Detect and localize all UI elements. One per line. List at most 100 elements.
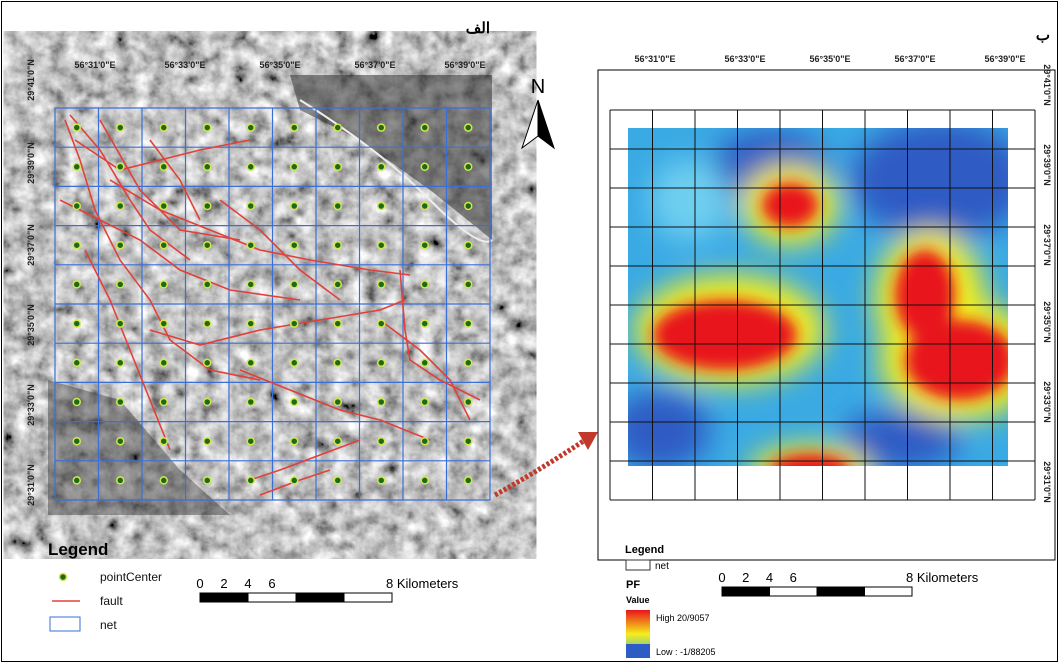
legend-item: net [100,618,117,632]
panel-label: ب [1036,27,1050,44]
scale-label: 6 [268,576,275,591]
north-label: N [531,76,545,98]
legend-symbol [625,559,651,571]
point-center [159,476,168,485]
point-center [246,280,255,289]
point-center [420,240,429,250]
point-center [377,436,386,446]
point-center [116,476,125,485]
point-center [116,358,125,368]
latitude-label: 29°39'0"N [26,142,36,184]
point-center [246,436,255,446]
latitude-label: 29°41'0"N [26,59,36,101]
point-center [464,240,473,250]
legend-title: Legend [625,544,664,556]
dark-terrain [48,380,230,515]
longitude-label: 56°33'0"E [164,60,205,70]
scale-label: 4 [244,576,251,591]
point-center [464,436,473,446]
scale-label: 0 [196,576,203,591]
point-center [290,476,299,485]
point-center [377,123,386,132]
point-center [203,280,212,289]
longitude-label: 56°39'0"E [984,54,1025,64]
latitude-label: 29°33'0"N [1042,381,1052,423]
point-center [116,201,125,211]
latitude-label: 29°39'0"N [1042,144,1052,186]
point-center [116,240,125,250]
point-center [159,319,168,328]
scale-label: 2 [220,576,227,591]
point-center [246,240,255,250]
point-center [203,201,212,211]
point-center [203,358,212,368]
point-center [72,358,81,368]
latitude-label: 29°31'0"N [26,464,36,506]
point-center [333,476,342,485]
scale-segment [816,586,865,597]
point-center [420,123,429,132]
point-center [333,358,342,368]
latitude-label: 29°33'0"N [26,384,36,426]
legend-item: net [655,561,669,572]
point-center [203,397,212,407]
point-center [420,162,429,172]
scale-label: 0 [718,570,725,585]
point-center [72,280,81,289]
longitude-label: 56°31'0"E [74,60,115,70]
point-center [246,476,255,485]
point-center [72,319,81,328]
point-center [246,319,255,328]
point-center [290,123,299,132]
point-center [420,436,429,446]
point-center [420,319,429,328]
point-center [72,436,81,446]
panel-label: الف [466,20,490,37]
point-center [333,240,342,250]
scale-segment [343,592,393,603]
point-center [377,240,386,250]
point-center [420,201,429,211]
legend-title: Legend [48,540,108,559]
point-center [333,319,342,328]
scale-segment [769,586,818,597]
point-center [203,240,212,250]
point-center [290,436,299,446]
point-center [464,397,473,407]
point-center [116,319,125,328]
latitude-label: 29°35'0"N [1042,301,1052,343]
point-center [72,201,81,211]
point-center [377,162,386,172]
point-center [203,123,212,132]
point-center [420,397,429,407]
legend-subtitle: Value [626,595,650,605]
point-center [377,476,386,485]
point-center [290,280,299,289]
point-center [203,436,212,446]
scale-unit: 8 Kilometers [906,570,979,585]
point-center [203,476,212,485]
point-center [72,123,81,132]
point-center [464,358,473,368]
point-center [377,319,386,328]
longitude-label: 56°35'0"E [809,54,850,64]
legend-symbol [58,572,68,582]
point-center [420,358,429,368]
legend-symbol [49,616,81,632]
north-arrow: N [521,76,555,150]
scale-segment [247,592,297,603]
scale-segment [864,586,913,597]
dark-terrain [290,75,492,240]
longitude-label: 56°33'0"E [724,54,765,64]
longitude-label: 56°37'0"E [894,54,935,64]
point-center [159,240,168,250]
scale-unit: 8 Kilometers [386,576,459,591]
point-center [290,358,299,368]
point-center [333,397,342,407]
point-center [290,319,299,328]
point-center [246,201,255,211]
point-center [377,358,386,368]
scale-label: 6 [790,570,797,585]
